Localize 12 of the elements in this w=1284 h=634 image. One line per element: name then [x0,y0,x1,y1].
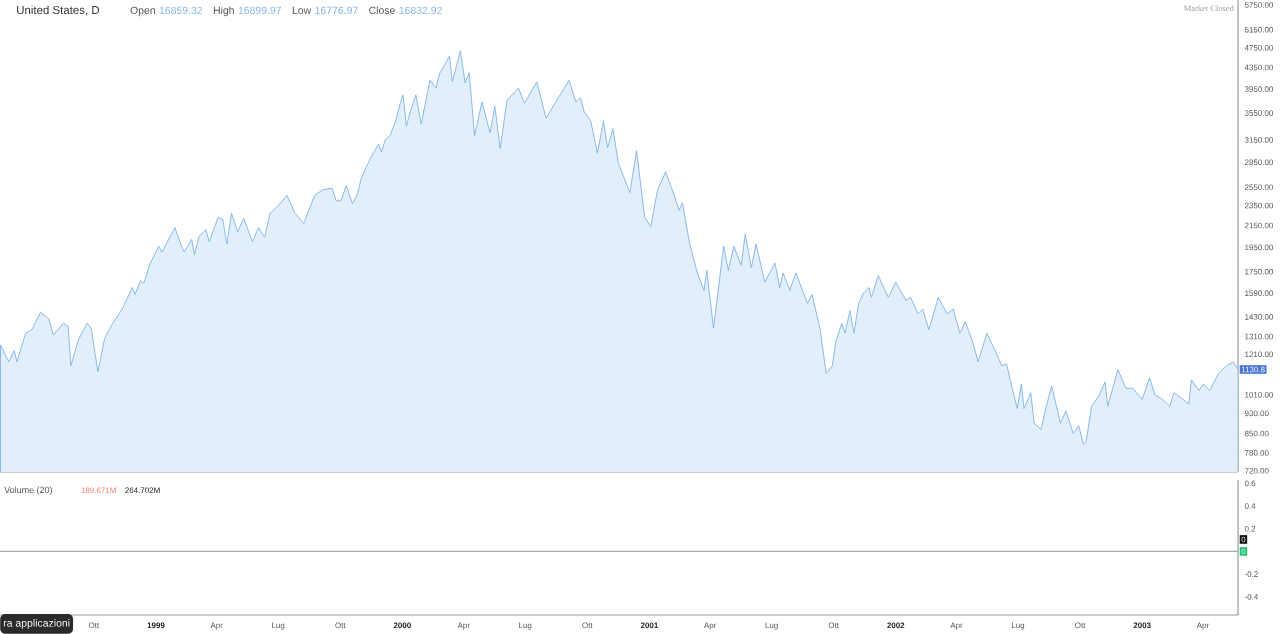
annotation: Low [292,6,312,15]
annotation: High [213,6,234,17]
annotation: Open [130,6,155,17]
chart-title: United States, D [17,5,100,16]
annotation: 16899.97 [238,6,282,15]
annotation: 16859.32 [159,6,203,15]
annotation: 16832.92 [399,6,442,15]
text: ra applicazioni [3,619,70,629]
annotation: 16776.97 [315,6,358,15]
text: Volume (20) [4,486,52,495]
annotation: Market Closed [1183,5,1234,12]
annotation: Close [369,6,395,15]
